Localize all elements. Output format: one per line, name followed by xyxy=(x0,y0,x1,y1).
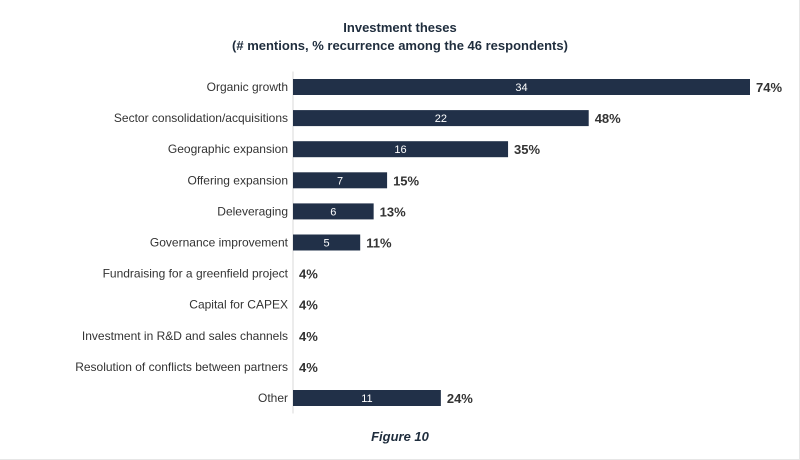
percent-label: 4% xyxy=(299,298,318,313)
bar-value-label: 16 xyxy=(394,144,406,156)
percent-label: 15% xyxy=(393,173,419,188)
category-label: Fundraising for a greenfield project xyxy=(103,267,289,281)
bar xyxy=(293,141,509,158)
bar xyxy=(293,172,388,189)
category-label: Deleveraging xyxy=(217,204,288,218)
percent-label: 35% xyxy=(514,142,540,157)
chart-subtitle: (# mentions, % recurrence among the 46 r… xyxy=(232,38,568,53)
bars-group: Organic growth 34 74%Sector consolidation/… xyxy=(75,79,782,406)
category-label: Offering expansion xyxy=(187,173,288,187)
percent-label: 74% xyxy=(756,80,782,95)
percent-label: 4% xyxy=(299,267,318,282)
category-label: Capital for CAPEX xyxy=(189,298,288,312)
bar-value-label: 34 xyxy=(515,82,527,94)
bar-value-label: 6 xyxy=(330,206,336,218)
bar xyxy=(293,234,361,251)
bar-value-label: 7 xyxy=(337,175,343,187)
category-label: Other xyxy=(258,391,288,405)
bar-value-label: 5 xyxy=(324,238,330,250)
percent-label: 48% xyxy=(595,111,621,126)
bar xyxy=(293,203,374,220)
category-label: Sector consolidation/acquisitions xyxy=(114,111,288,125)
bar-value-label: 11 xyxy=(361,393,372,405)
chart-title: Investment theses xyxy=(343,20,456,35)
percent-label: 4% xyxy=(299,360,318,375)
figure-caption: Figure 10 xyxy=(371,429,430,444)
percent-label: 11% xyxy=(366,236,392,251)
category-label: Resolution of conflicts between partners xyxy=(75,360,288,374)
percent-label: 4% xyxy=(299,329,318,344)
percent-label: 13% xyxy=(380,204,406,219)
bar xyxy=(293,390,441,406)
bar xyxy=(293,110,589,127)
bar-value-label: 22 xyxy=(435,113,447,125)
bar xyxy=(293,79,750,95)
category-label: Organic growth xyxy=(207,80,288,94)
percent-label: 24% xyxy=(447,391,473,406)
category-label: Investment in R&D and sales channels xyxy=(82,329,288,343)
category-label: Governance improvement xyxy=(150,236,289,250)
category-label: Geographic expansion xyxy=(168,142,288,156)
